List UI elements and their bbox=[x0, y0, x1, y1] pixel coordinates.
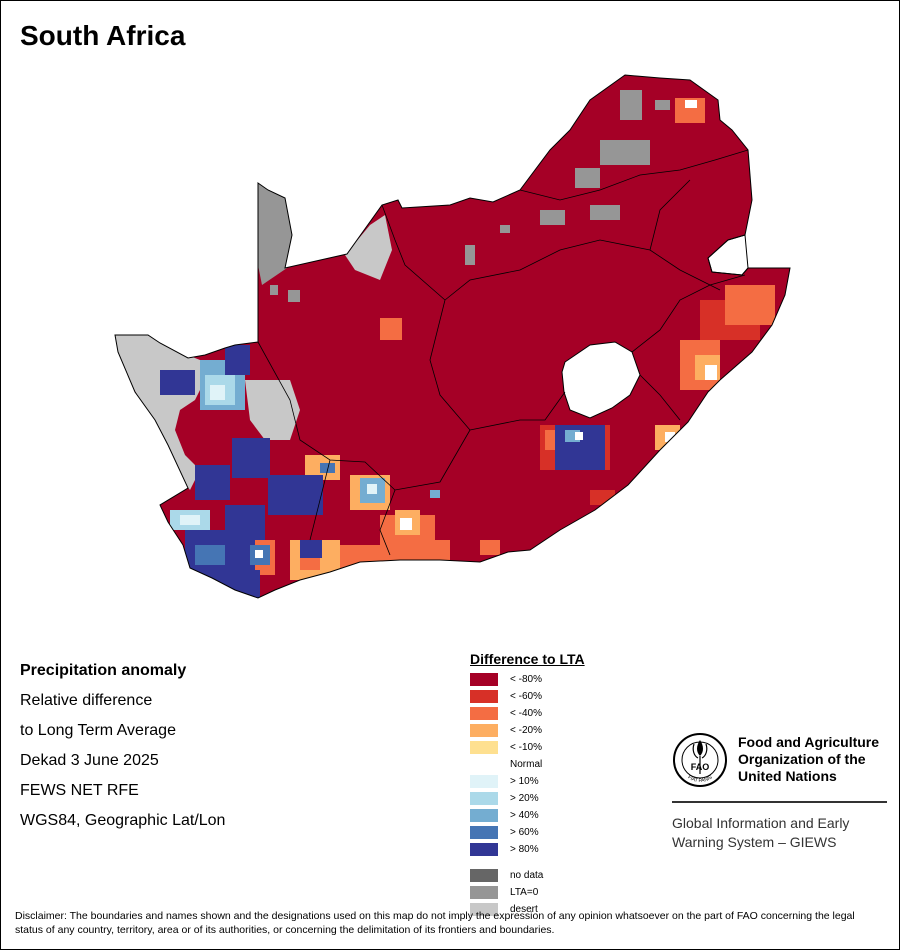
legend-label: > 80% bbox=[510, 844, 539, 855]
province-boundaries bbox=[257, 149, 749, 556]
svg-text:FIAT PANIS: FIAT PANIS bbox=[687, 774, 714, 784]
legend-row: LTA=0 bbox=[470, 884, 585, 901]
legend-extra-items: no data LTA=0 desert bbox=[470, 867, 585, 918]
legend-row: < -60% bbox=[470, 688, 585, 705]
legend-title: Difference to LTA bbox=[470, 651, 585, 667]
legend-row: > 80% bbox=[470, 841, 585, 858]
legend-swatch bbox=[470, 741, 498, 754]
legend-swatch bbox=[470, 886, 498, 899]
precipitation-anomaly-map bbox=[114, 74, 791, 599]
legend-row: > 10% bbox=[470, 773, 585, 790]
legend-label: < -20% bbox=[510, 725, 542, 736]
legend-label: LTA=0 bbox=[510, 887, 539, 898]
legend-row: < -80% bbox=[470, 671, 585, 688]
fao-logo-icon: FAO FIAT PANIS bbox=[673, 733, 727, 787]
legend-row: Normal bbox=[470, 756, 585, 773]
legend-label: < -80% bbox=[510, 674, 542, 685]
legend-label: > 10% bbox=[510, 776, 539, 787]
lta-zero-zone bbox=[252, 180, 293, 285]
legend-swatch bbox=[470, 758, 498, 771]
legend-swatch bbox=[470, 724, 498, 737]
svg-text:FAO: FAO bbox=[691, 762, 710, 772]
legend-label: no data bbox=[510, 870, 544, 881]
legend-label: < -40% bbox=[510, 708, 542, 719]
desert-zone bbox=[345, 215, 392, 280]
lta-zero-patches bbox=[270, 90, 670, 302]
fao-org-name: Food and Agriculture Organization of the… bbox=[738, 734, 880, 784]
legend: Difference to LTA < -80% < -60% < -40% < -2… bbox=[470, 651, 585, 918]
legend-swatch bbox=[470, 903, 498, 916]
info-line: to Long Term Average bbox=[20, 722, 176, 739]
legend-row: < -20% bbox=[470, 722, 585, 739]
info-date: Dekad 3 June 2025 bbox=[20, 752, 159, 769]
legend-label: < -10% bbox=[510, 742, 542, 753]
map-title: South Africa bbox=[20, 20, 186, 51]
divider bbox=[672, 801, 887, 803]
legend-row: > 20% bbox=[470, 790, 585, 807]
legend-row: > 40% bbox=[470, 807, 585, 824]
legend-swatch bbox=[470, 690, 498, 703]
giews-name: Global Information and Early Warning Sys… bbox=[672, 815, 850, 850]
legend-items: < -80% < -60% < -40% < -20% < -10% Normal > 10… bbox=[470, 671, 585, 858]
legend-label: < -60% bbox=[510, 691, 542, 702]
legend-swatch bbox=[470, 809, 498, 822]
legend-label: desert bbox=[510, 904, 538, 915]
legend-row: < -10% bbox=[470, 739, 585, 756]
legend-row: < -40% bbox=[470, 705, 585, 722]
info-title: Precipitation anomaly bbox=[20, 662, 187, 679]
legend-swatch bbox=[470, 826, 498, 839]
legend-label: > 40% bbox=[510, 810, 539, 821]
desert-zone bbox=[245, 380, 300, 440]
legend-swatch bbox=[470, 869, 498, 882]
info-projection: WGS84, Geographic Lat/Lon bbox=[20, 812, 226, 829]
country-outline bbox=[114, 74, 791, 599]
legend-swatch bbox=[470, 775, 498, 788]
legend-swatch bbox=[470, 843, 498, 856]
info-source: FEWS NET RFE bbox=[20, 782, 139, 799]
legend-label: > 20% bbox=[510, 793, 539, 804]
legend-row: desert bbox=[470, 901, 585, 918]
legend-swatch bbox=[470, 792, 498, 805]
legend-label: Normal bbox=[510, 759, 543, 770]
wetter-anomaly-patches bbox=[160, 345, 605, 598]
legend-row: no data bbox=[470, 867, 585, 884]
legend-label: > 60% bbox=[510, 827, 539, 838]
south-africa-precipitation bbox=[115, 75, 790, 598]
legend-row: > 60% bbox=[470, 824, 585, 841]
disclaimer: Disclaimer: The boundaries and names sho… bbox=[15, 910, 855, 936]
south-africa-landmass bbox=[115, 75, 790, 598]
legend-swatch bbox=[470, 673, 498, 686]
info-line: Relative difference bbox=[20, 692, 153, 709]
legend-swatch bbox=[470, 707, 498, 720]
lesotho bbox=[561, 341, 641, 419]
map-info-block: Precipitation anomaly Relative differenc… bbox=[20, 656, 225, 836]
